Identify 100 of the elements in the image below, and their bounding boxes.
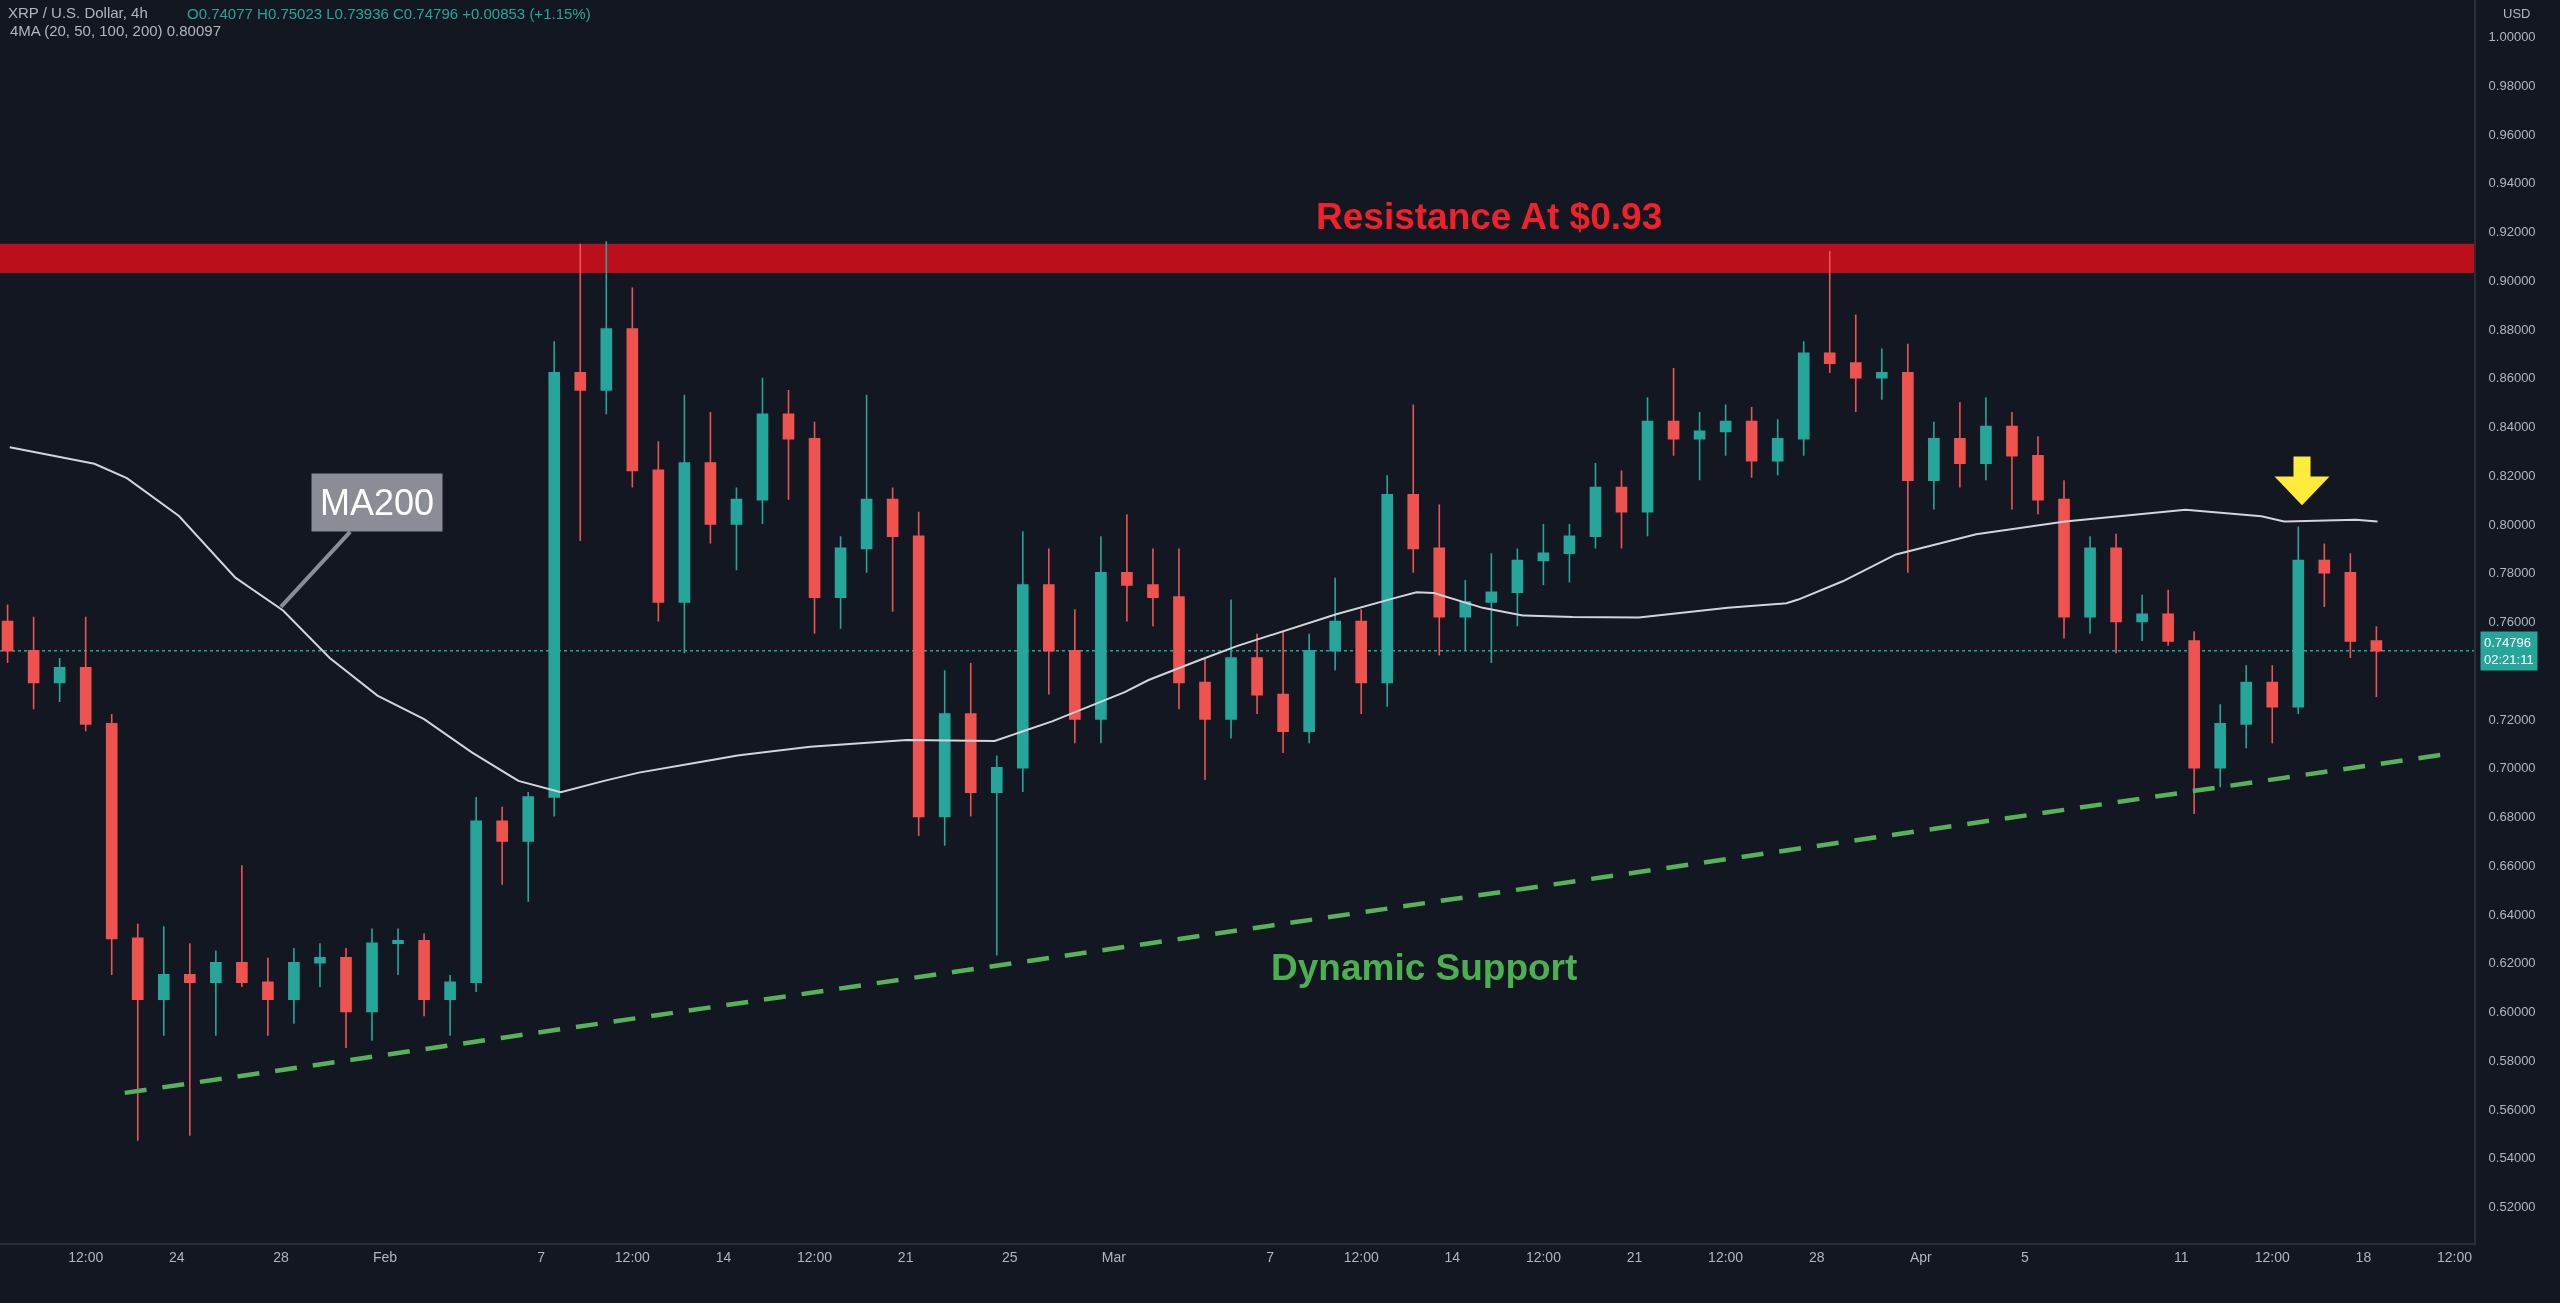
annotation: MA200 [320, 482, 435, 523]
candlestick [2006, 411, 2018, 511]
candlestick [236, 864, 248, 988]
x-tick-label: 12:00 [614, 1248, 651, 1265]
candlestick [1121, 513, 1133, 623]
y-tick-label: 0.96000 [2488, 126, 2536, 142]
x-tick-label: 28 [273, 1248, 289, 1265]
candlestick [131, 922, 144, 1142]
candlestick [1954, 401, 1966, 489]
candlestick [756, 376, 769, 525]
x-tick-label: 12:00 [2254, 1248, 2290, 1265]
x-tick-label: 12:00 [797, 1248, 833, 1265]
annotation: Resistance At $0.93 [1316, 196, 1663, 237]
x-tick-label: Mar [1101, 1248, 1127, 1265]
candlestick [210, 949, 222, 1037]
x-tick-label: 14 [715, 1248, 732, 1265]
x-tick-label: Feb [372, 1248, 398, 1265]
x-tick-label: 11 [2173, 1248, 2189, 1265]
ref-line-label: 0.74796 02:21:11 [2484, 635, 2534, 667]
x-tick-label: 18 [2355, 1248, 2372, 1265]
candlestick [1277, 630, 1289, 754]
candlestick [704, 411, 717, 545]
candlestick [1173, 547, 1185, 711]
y-tick-label: 0.88000 [2488, 321, 2536, 337]
candlestick [1407, 403, 1420, 574]
candlestick [2344, 552, 2357, 659]
candlestick [288, 947, 300, 1025]
y-tick-label: 0.86000 [2488, 370, 2536, 386]
x-tick-label: 25 [1001, 1248, 1018, 1265]
candlestick [964, 662, 977, 818]
candlestick [2084, 535, 2096, 635]
candlestick [2058, 479, 2070, 640]
candlestick [782, 389, 795, 501]
y-tick-label: 0.70000 [2488, 760, 2536, 776]
candlestick [1771, 418, 1784, 477]
candlestick [1147, 547, 1159, 628]
candlestick [53, 657, 66, 703]
candlestick [2162, 589, 2174, 647]
candlestick [1511, 547, 1524, 628]
y-tick-label: 0.78000 [2488, 565, 2536, 581]
y-tick-label: 0.68000 [2488, 809, 2536, 825]
candlestick [2214, 703, 2227, 789]
y-tick-label: 0.84000 [2488, 419, 2536, 435]
candlestick [496, 805, 508, 886]
y-tick-label: 0.98000 [2488, 77, 2536, 93]
y-tick-label: 0.80000 [2488, 516, 2536, 532]
candlestick [418, 932, 430, 1018]
candlestick [938, 669, 951, 847]
candlestick [600, 240, 613, 416]
y-tick-label: 0.94000 [2488, 175, 2536, 191]
candlestick [1, 603, 14, 664]
candlestick [2110, 532, 2122, 654]
x-tick-label: 21 [1626, 1248, 1643, 1265]
annotation: Dynamic Support [1271, 947, 1578, 988]
candlestick [2266, 664, 2279, 745]
candlestick [730, 486, 743, 572]
candlestick [2370, 625, 2383, 698]
y-tick-label: 0.60000 [2488, 1004, 2536, 1020]
x-tick-label: 21 [897, 1248, 914, 1265]
candlestick [1355, 608, 1367, 715]
candlestick [990, 754, 1003, 957]
candlestick [366, 927, 378, 1042]
candlestick [1693, 411, 1706, 481]
candlestick [1615, 469, 1628, 550]
y-tick-label: 0.76000 [2488, 614, 2536, 630]
candlestick [652, 440, 665, 623]
candlestick [79, 615, 92, 732]
x-tick-label: 14 [1444, 1248, 1461, 1265]
chart-title: XRP / U.S. Dollar, 4h [8, 4, 148, 22]
y-tick-label: 0.92000 [2488, 224, 2536, 240]
x-tick-label: 12:00 [1708, 1248, 1744, 1265]
candlestick [2318, 542, 2331, 608]
annotation: O0.74077 H0.75023 L0.73936 C0.74796 +0.00853 (+1.15%) [187, 5, 591, 22]
candlestick [314, 942, 326, 988]
y-tick-label: 0.62000 [2488, 955, 2536, 971]
x-tick-label: 7 [1266, 1248, 1275, 1265]
candlestick [1433, 503, 1446, 657]
candlestick [2136, 593, 2148, 642]
y-tick-label: 0.54000 [2488, 1150, 2536, 1166]
candlestick [1849, 313, 1862, 413]
y-axis-title: USD [2503, 6, 2531, 21]
x-tick-label: 12:00 [68, 1248, 104, 1265]
candlestick [2032, 435, 2044, 516]
y-tick-label: 0.90000 [2488, 272, 2536, 288]
candlestick [1069, 608, 1081, 745]
y-tick-label: 0.82000 [2488, 467, 2536, 483]
candlestick [1537, 523, 1550, 586]
candlestick [1641, 396, 1654, 537]
text: 4MA (20, 50, 100, 200) 0.80097 [10, 22, 221, 39]
x-tick-label: 28 [1808, 1248, 1825, 1265]
candlestick [860, 394, 873, 574]
candlestick [2240, 664, 2253, 750]
x-tick-label: 24 [169, 1248, 185, 1265]
candlestick [2188, 630, 2200, 815]
y-tick-label: 0.66000 [2488, 857, 2536, 873]
candlestick [392, 927, 404, 976]
y-tick-label: 0.58000 [2488, 1052, 2536, 1068]
candlestick [574, 242, 587, 542]
candlestick [1719, 403, 1732, 457]
x-tick-label: 12:00 [1343, 1248, 1379, 1265]
